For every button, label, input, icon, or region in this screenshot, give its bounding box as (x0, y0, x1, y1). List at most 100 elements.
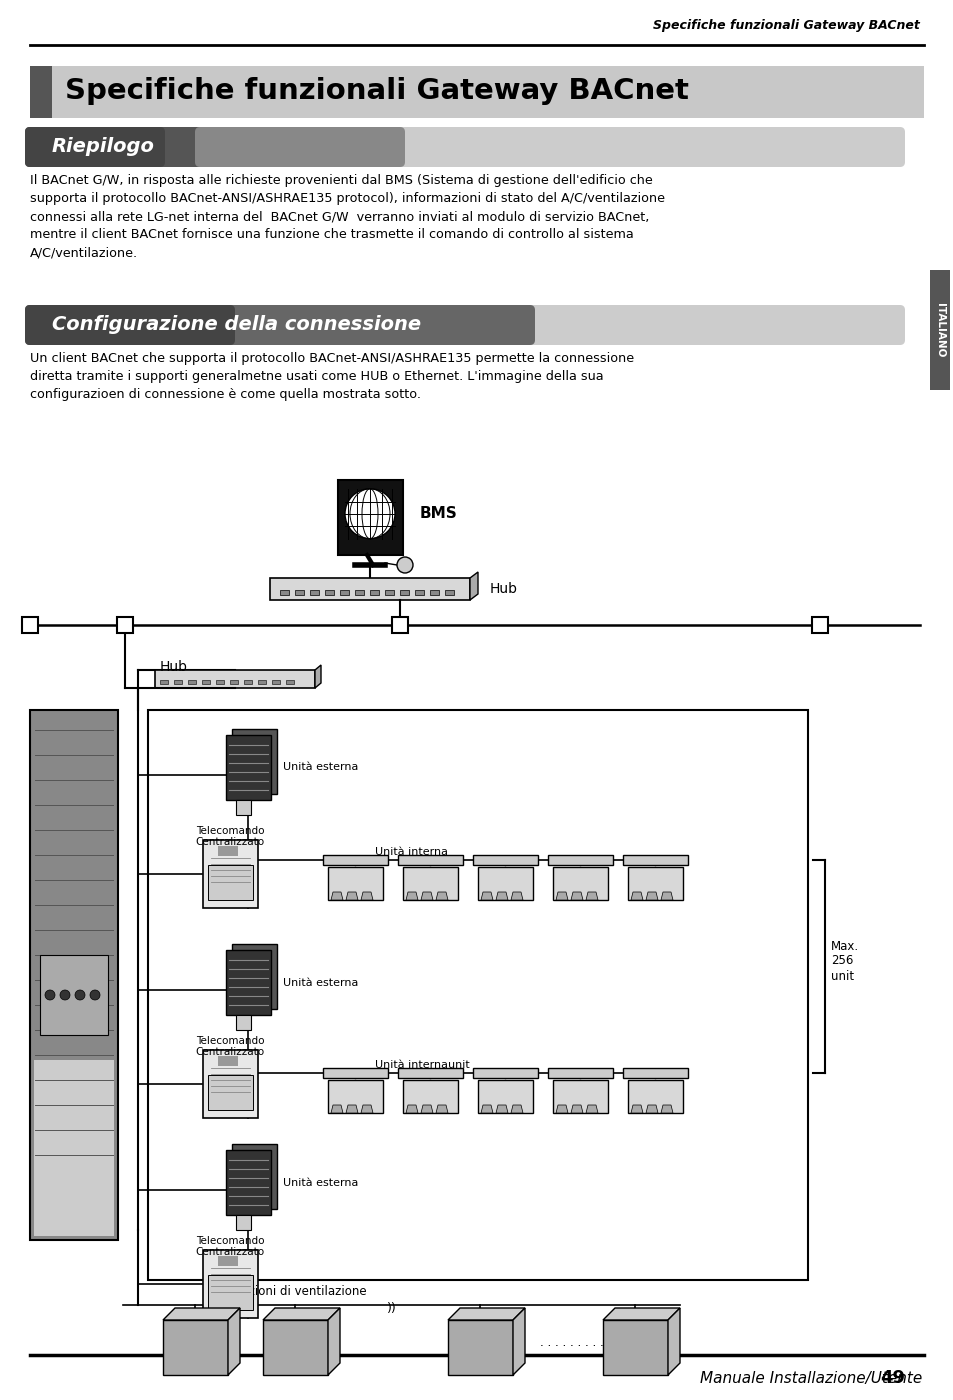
Text: Telecomando: Telecomando (195, 1236, 264, 1246)
Polygon shape (496, 1105, 507, 1113)
Bar (188, 680, 195, 685)
Bar (208, 1075, 253, 1110)
Bar (232, 729, 276, 794)
Bar (337, 480, 402, 554)
Bar (448, 1320, 513, 1375)
Bar (473, 1068, 537, 1078)
Text: Unità esterna: Unità esterna (283, 763, 358, 773)
Bar (218, 846, 237, 855)
Polygon shape (585, 1105, 598, 1113)
Bar (244, 680, 252, 685)
Polygon shape (496, 892, 507, 900)
Text: )): )) (387, 1302, 396, 1315)
Polygon shape (513, 1308, 524, 1375)
Polygon shape (645, 892, 658, 900)
Bar (203, 1050, 257, 1119)
Circle shape (75, 990, 85, 1000)
Polygon shape (667, 1308, 679, 1375)
Polygon shape (263, 1308, 339, 1320)
Polygon shape (556, 892, 567, 900)
Bar (263, 1320, 328, 1375)
Text: 256: 256 (830, 955, 853, 967)
FancyBboxPatch shape (25, 305, 904, 344)
Bar (339, 589, 349, 595)
Polygon shape (406, 892, 417, 900)
Circle shape (90, 990, 100, 1000)
Text: Unità interna: Unità interna (375, 847, 448, 857)
Polygon shape (571, 892, 582, 900)
Bar (811, 617, 827, 633)
Polygon shape (480, 892, 493, 900)
Bar (399, 589, 409, 595)
Bar (415, 589, 423, 595)
FancyBboxPatch shape (25, 127, 904, 167)
Bar (226, 1149, 271, 1215)
Polygon shape (328, 1308, 339, 1375)
Polygon shape (436, 1105, 448, 1113)
Bar (310, 589, 318, 595)
Bar (547, 1068, 613, 1078)
Bar (929, 270, 949, 391)
Polygon shape (163, 1308, 240, 1320)
Bar (203, 1250, 257, 1317)
FancyBboxPatch shape (25, 127, 165, 167)
Polygon shape (360, 892, 373, 900)
Polygon shape (331, 1105, 343, 1113)
Text: Max.: Max. (830, 939, 859, 952)
FancyBboxPatch shape (25, 305, 234, 344)
Polygon shape (511, 892, 522, 900)
Bar (208, 865, 253, 900)
Text: Centralizzato: Centralizzato (195, 1247, 264, 1257)
Text: Sezioni di ventilazione: Sezioni di ventilazione (233, 1285, 366, 1298)
Bar (294, 589, 304, 595)
Bar (392, 617, 408, 633)
Polygon shape (331, 892, 343, 900)
Bar (30, 710, 118, 1240)
Circle shape (396, 557, 413, 573)
Bar (323, 855, 388, 865)
Text: Hub: Hub (160, 659, 188, 673)
Bar (553, 867, 607, 900)
Bar (34, 1060, 113, 1236)
Polygon shape (480, 1105, 493, 1113)
Bar (218, 1056, 237, 1065)
Text: . . . . . . . . .: . . . . . . . . . (539, 1336, 603, 1348)
Polygon shape (420, 892, 433, 900)
Bar (160, 680, 168, 685)
Bar (370, 589, 378, 595)
Bar (257, 680, 266, 685)
Text: BMS: BMS (419, 507, 457, 521)
Bar (473, 855, 537, 865)
FancyBboxPatch shape (25, 127, 335, 167)
Bar (323, 1068, 388, 1078)
Bar (202, 680, 210, 685)
Bar (30, 66, 923, 118)
Text: Unità internaunit: Unità internaunit (375, 1060, 469, 1070)
Polygon shape (571, 1105, 582, 1113)
Bar (444, 589, 454, 595)
Bar (173, 680, 182, 685)
Bar (627, 867, 682, 900)
Polygon shape (314, 665, 320, 687)
Bar (235, 799, 251, 815)
Polygon shape (346, 892, 357, 900)
Bar (270, 578, 470, 601)
Bar (226, 951, 271, 1015)
Text: ITALIANO: ITALIANO (934, 302, 944, 357)
Bar (553, 1079, 607, 1113)
Bar (163, 1320, 228, 1375)
Polygon shape (556, 1105, 567, 1113)
Polygon shape (448, 1308, 524, 1320)
Bar (22, 617, 38, 633)
Bar (397, 855, 462, 865)
Text: Hub: Hub (490, 582, 517, 596)
Text: Telecomando: Telecomando (195, 1036, 264, 1046)
Bar (430, 589, 438, 595)
Polygon shape (470, 573, 477, 601)
Text: Unità esterna: Unità esterna (283, 977, 358, 987)
Bar (232, 1144, 276, 1210)
Bar (203, 840, 257, 909)
Bar (218, 1256, 237, 1266)
Polygon shape (660, 892, 672, 900)
Bar (117, 617, 132, 633)
